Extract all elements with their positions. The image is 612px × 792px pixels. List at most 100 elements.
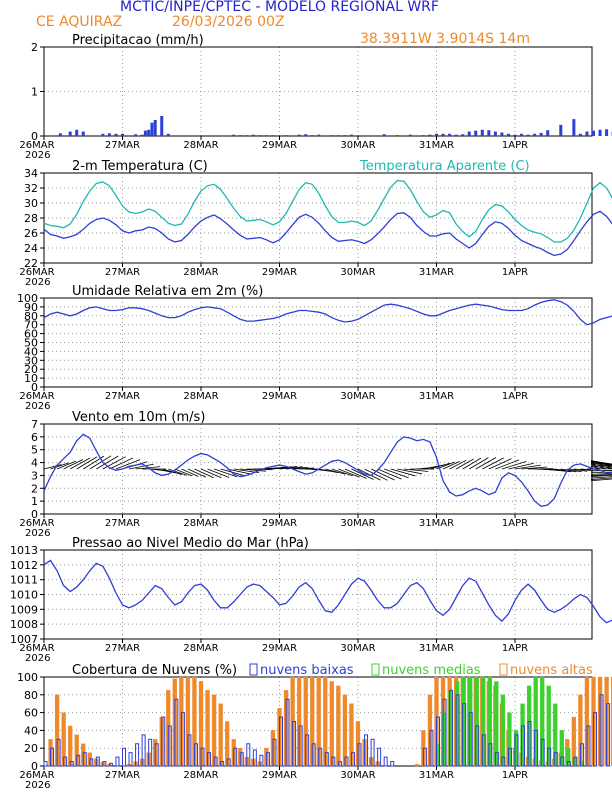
cloud-bar-nuvens-baixas (95, 756, 100, 767)
x-tick-label: 31MAR (419, 267, 454, 278)
cloud-bar-nuvens-baixas (364, 734, 369, 767)
wind-vector (508, 462, 534, 470)
wind-vector (429, 462, 450, 470)
precip-bar (421, 135, 425, 136)
precip-bar (533, 133, 537, 136)
wind-vector (364, 468, 388, 481)
precip-bar (454, 134, 458, 136)
x-tick-label: 28MAR (183, 267, 218, 278)
wind-vector (560, 468, 582, 473)
cloud-bar-nuvens-baixas (442, 698, 447, 767)
precip-bar (474, 130, 478, 136)
x-tick-label: 31MAR (419, 140, 454, 151)
wind-vector (514, 464, 541, 470)
precip-bar (238, 135, 242, 136)
precip-bar (598, 129, 602, 136)
wind-vector (455, 458, 474, 470)
x-tick-label: 26MAR (19, 643, 54, 654)
precip-bar (513, 134, 517, 136)
cloud-bar-nuvens-altas (342, 694, 348, 767)
precip-bar (336, 135, 340, 136)
wind-vector (69, 457, 91, 470)
wind-vector (102, 456, 126, 470)
cloud-bar-nuvens-baixas (337, 761, 342, 767)
precip-bar (349, 134, 353, 136)
x-year-label: 2026 (25, 780, 50, 791)
station-location: CE AQUIRAZ (36, 14, 123, 30)
wind-vector (181, 468, 199, 477)
panel-title: Umidade Relativa em 2m (%) (72, 284, 263, 299)
y-tick-label: 34 (24, 167, 38, 180)
precip-bar (330, 135, 334, 136)
precip-bar (435, 133, 438, 136)
wind-vector (377, 468, 402, 480)
plot-frame (43, 46, 593, 137)
wind-vector (50, 462, 69, 470)
cloud-bar-nuvens-baixas (331, 756, 336, 767)
cloud-bar-nuvens-baixas (318, 747, 323, 767)
y-tick-label: 5 (31, 444, 38, 457)
panel-title: Pressao ao Nivel Medio do Mar (hPa) (72, 536, 309, 551)
cloud-bar-nuvens-baixas (252, 749, 257, 767)
cloud-bar-nuvens-baixas (481, 734, 486, 767)
cloud-bar-nuvens-baixas (527, 721, 532, 767)
y-tick-label: 20 (24, 363, 38, 376)
precip-bar (546, 130, 550, 136)
y-tick-label: 0 (31, 130, 38, 143)
wind-vector (495, 459, 520, 470)
wind-vector (390, 468, 416, 477)
wind-vector (554, 468, 577, 473)
x-tick-label: 29MAR (262, 267, 297, 278)
y-tick-label: 60 (24, 328, 38, 341)
cloud-bar-nuvens-baixas (226, 758, 231, 767)
wind-vector (590, 463, 612, 470)
precip-bar (147, 129, 151, 136)
cloud-bar-nuvens-baixas (429, 729, 434, 767)
precip-bar (271, 135, 275, 136)
precip-bar (166, 133, 170, 136)
cloud-bar-nuvens-altas (336, 685, 341, 767)
cloud-bar-nuvens-baixas (292, 721, 297, 767)
cloud-bar-nuvens-baixas (220, 761, 225, 767)
wind-vector (331, 468, 353, 477)
station-coordinates: 38.3911W 3.9014S 14m (360, 31, 530, 47)
panel-1: 22 24 26 28 30 32 34 26MAR 27MAR 28MAR 29MAR 30MAR 3… (19, 159, 612, 288)
wind-vector (96, 455, 119, 470)
cloud-bar-nuvens-baixas (449, 689, 454, 767)
wind-vector (128, 463, 154, 470)
wind-vector (194, 468, 214, 479)
cloud-bar-nuvens-baixas (507, 747, 512, 767)
x-tick-label: 27MAR (105, 770, 140, 781)
precip-bar (153, 119, 157, 136)
cloud-bar-nuvens-baixas (462, 703, 467, 767)
cloud-bar-nuvens-baixas (521, 725, 526, 767)
y-tick-label: 80 (24, 310, 38, 323)
y-tick-label: 10 (24, 372, 38, 385)
precip-bar (107, 133, 111, 136)
x-year-label: 2026 (25, 277, 50, 288)
cloud-bar-nuvens-baixas (187, 734, 192, 767)
y-tick-label: 24 (24, 242, 38, 255)
y-tick-label: 30 (24, 197, 38, 210)
x-tick-label: 29MAR (262, 643, 297, 654)
cloud-bar-nuvens-baixas (311, 743, 316, 767)
cloud-bar-nuvens-baixas (553, 752, 558, 767)
x-tick-label: 29MAR (262, 770, 297, 781)
cloud-bar-nuvens-baixas (239, 752, 244, 767)
y-tick-label: 32 (24, 182, 38, 195)
cloud-bar-nuvens-baixas (285, 698, 290, 767)
precip-bar (264, 135, 268, 136)
precip-bar (121, 133, 124, 136)
cloud-bar-nuvens-baixas (357, 743, 362, 767)
precip-bar (310, 135, 314, 136)
precip-bar (232, 134, 236, 136)
wind-vector (384, 468, 409, 479)
cloud-bar-nuvens-baixas (233, 747, 238, 767)
precip-bar (408, 134, 412, 136)
cloud-bar-nuvens-baixas (494, 752, 499, 767)
wind-vector (482, 457, 504, 470)
cloud-bar-nuvens-baixas (560, 756, 565, 767)
legend-label: nuvens medias (382, 663, 481, 678)
